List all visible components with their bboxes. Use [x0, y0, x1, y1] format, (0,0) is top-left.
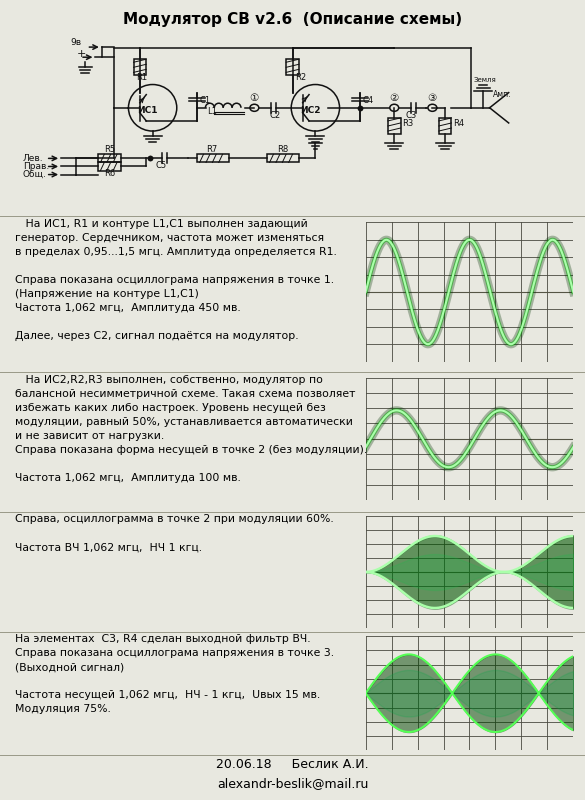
Text: C5: C5: [155, 162, 166, 170]
Text: ①: ①: [249, 93, 259, 102]
Text: C2: C2: [270, 111, 281, 120]
Text: R4: R4: [453, 119, 464, 128]
Text: C3: C3: [405, 111, 417, 120]
Text: R1: R1: [136, 74, 147, 82]
Text: C4: C4: [363, 96, 374, 105]
Bar: [388, 118, 401, 134]
Text: L1: L1: [207, 107, 217, 116]
Text: На ИС1, R1 и контуре L1,С1 выполнен задающий
генератор. Сердечником, частота мож: На ИС1, R1 и контуре L1,С1 выполнен зада…: [15, 219, 336, 341]
Text: 9в: 9в: [70, 38, 81, 47]
Bar: [267, 154, 299, 162]
Bar: [133, 59, 146, 75]
Text: Прав.: Прав.: [23, 162, 49, 171]
Text: R5: R5: [104, 146, 115, 154]
Text: ИС2: ИС2: [300, 106, 321, 115]
Text: R6: R6: [104, 169, 115, 178]
Bar: [286, 59, 299, 75]
Text: C1: C1: [199, 96, 211, 105]
Text: На элементах  С3, R4 сделан выходной фильтр ВЧ.
Справа показана осциллограма нап: На элементах С3, R4 сделан выходной филь…: [15, 634, 334, 714]
Text: Земля: Земля: [473, 78, 496, 83]
Bar: [98, 162, 121, 170]
Text: ②: ②: [389, 93, 398, 102]
Text: ③: ③: [427, 93, 436, 102]
Text: ИС1: ИС1: [137, 106, 158, 115]
Text: На ИС2,R2,R3 выполнен, собственно, модулятор по
балансной несимметричной схеме. : На ИС2,R2,R3 выполнен, собственно, модул…: [15, 374, 367, 482]
Bar: [439, 118, 452, 134]
Text: Общ.: Общ.: [23, 170, 47, 179]
Bar: [197, 154, 229, 162]
Text: 20.06.18     Беслик А.И.
alexandr-beslik@mail.ru: 20.06.18 Беслик А.И. alexandr-beslik@mai…: [216, 758, 369, 790]
Text: Справа, осциллограмма в точке 2 при модуляции 60%.

Частота ВЧ 1,062 мгц,  НЧ 1 : Справа, осциллограмма в точке 2 при моду…: [15, 514, 333, 552]
Text: R7: R7: [206, 146, 217, 154]
Text: R3: R3: [402, 119, 413, 128]
Text: Лев.: Лев.: [23, 154, 43, 163]
Text: +: +: [76, 50, 85, 59]
Bar: [98, 154, 121, 162]
Text: Амп.: Амп.: [493, 90, 512, 98]
Text: R2: R2: [295, 74, 306, 82]
Text: R8: R8: [277, 146, 288, 154]
Text: Модулятор СВ v2.6  (Описание схемы): Модулятор СВ v2.6 (Описание схемы): [123, 12, 462, 26]
